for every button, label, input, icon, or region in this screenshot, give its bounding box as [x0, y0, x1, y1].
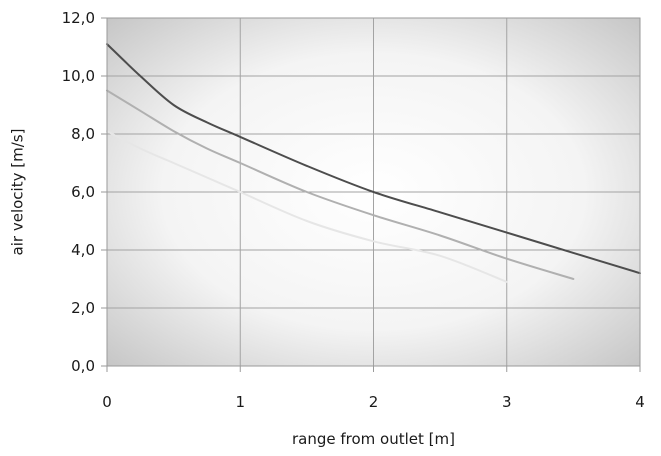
y-tick-label: 10,0 — [62, 67, 95, 85]
tick-labels: 0,0 2,0 4,0 6,0 8,0 10,0 12,0 0 1 2 3 4 — [62, 9, 645, 411]
y-tick-label: 4,0 — [71, 241, 95, 259]
x-tick-label: 0 — [102, 393, 112, 411]
y-tick-label: 8,0 — [71, 125, 95, 143]
y-axis-title: air velocity [m/s] — [9, 129, 27, 256]
x-tick-label: 3 — [502, 393, 512, 411]
x-tick-label: 1 — [235, 393, 245, 411]
x-axis-title: range from outlet [m] — [292, 430, 455, 448]
plot-border — [106, 17, 641, 367]
axes — [101, 17, 641, 372]
series-line-1 — [106, 43, 641, 275]
x-tick-label: 2 — [369, 393, 379, 411]
y-tick-label: 0,0 — [71, 357, 95, 375]
series-layer — [106, 43, 641, 283]
x-tick-label: 4 — [635, 393, 645, 411]
y-tick-label: 6,0 — [71, 183, 95, 201]
y-tick-label: 12,0 — [62, 9, 95, 27]
series-line-2 — [106, 89, 575, 280]
y-tick-label: 2,0 — [71, 299, 95, 317]
series-line-3 — [106, 130, 508, 283]
